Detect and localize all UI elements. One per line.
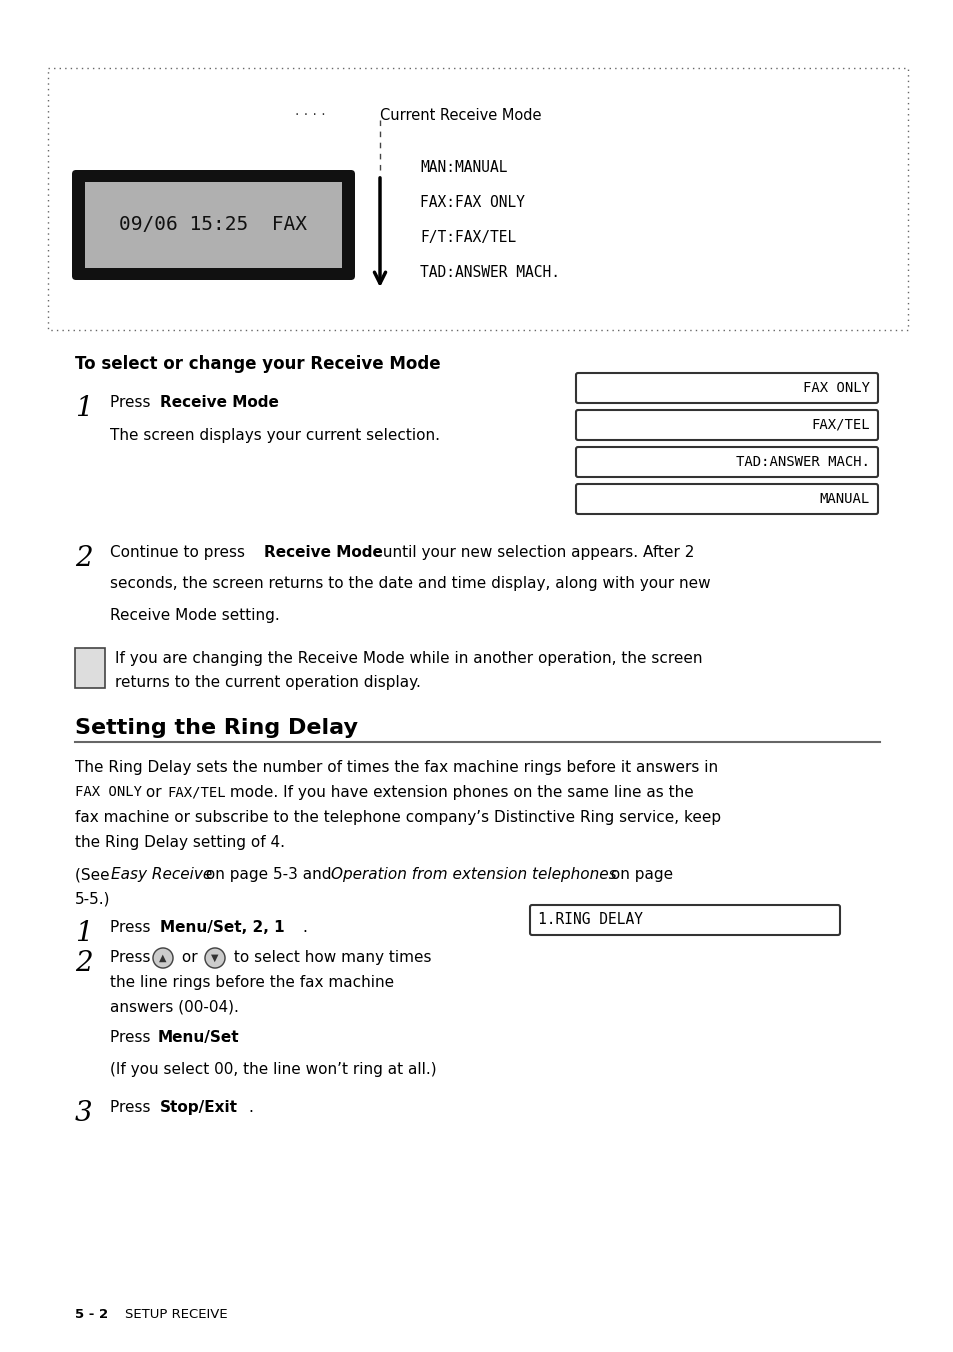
Text: .: . [248, 1101, 253, 1115]
Text: fax machine or subscribe to the telephone company’s Distinctive Ring service, ke: fax machine or subscribe to the telephon… [75, 810, 720, 825]
Text: The Ring Delay sets the number of times the fax machine rings before it answers : The Ring Delay sets the number of times … [75, 760, 718, 775]
Text: 1: 1 [75, 395, 92, 422]
Text: Easy Receive: Easy Receive [111, 867, 212, 882]
Text: Press: Press [110, 950, 155, 965]
Text: FAX ONLY: FAX ONLY [802, 381, 869, 395]
Text: to select how many times: to select how many times [229, 950, 431, 965]
Text: 5 - 2: 5 - 2 [75, 1307, 108, 1321]
Text: Setting the Ring Delay: Setting the Ring Delay [75, 718, 357, 738]
Text: Press: Press [110, 919, 155, 936]
Text: (If you select 00, the line won’t ring at all.): (If you select 00, the line won’t ring a… [110, 1063, 436, 1078]
Text: Press: Press [110, 1030, 155, 1045]
FancyBboxPatch shape [530, 904, 840, 936]
Text: ▲: ▲ [159, 953, 167, 963]
Text: ▼: ▼ [211, 953, 218, 963]
Text: · · · ·: · · · · [294, 108, 325, 122]
Circle shape [152, 948, 172, 968]
Text: answers (00-04).: answers (00-04). [110, 1000, 238, 1015]
FancyBboxPatch shape [48, 68, 907, 330]
Text: MAN:MANUAL: MAN:MANUAL [419, 160, 507, 174]
Text: Menu/Set: Menu/Set [158, 1030, 239, 1045]
Text: the Ring Delay setting of 4.: the Ring Delay setting of 4. [75, 836, 285, 850]
Text: on page 5-3 and: on page 5-3 and [201, 867, 336, 882]
Text: on page: on page [605, 867, 673, 882]
Text: Operation from extension telephones: Operation from extension telephones [331, 867, 616, 882]
Text: until your new selection appears. After 2: until your new selection appears. After … [377, 545, 694, 560]
Text: .: . [225, 1030, 230, 1045]
Text: FAX ONLY: FAX ONLY [75, 786, 142, 799]
Text: 1: 1 [75, 919, 92, 946]
Text: 09/06 15:25  FAX: 09/06 15:25 FAX [119, 215, 307, 234]
FancyBboxPatch shape [75, 648, 105, 688]
Text: or: or [177, 950, 202, 965]
Text: 3: 3 [75, 1101, 92, 1128]
Text: seconds, the screen returns to the date and time display, along with your new: seconds, the screen returns to the date … [110, 576, 710, 591]
Text: TAD:ANSWER MACH.: TAD:ANSWER MACH. [419, 265, 559, 280]
Text: Menu/Set, 2, 1: Menu/Set, 2, 1 [160, 919, 284, 936]
Text: 2: 2 [75, 545, 92, 572]
Text: 2: 2 [75, 950, 92, 977]
Circle shape [205, 948, 225, 968]
FancyBboxPatch shape [71, 170, 355, 280]
FancyBboxPatch shape [576, 373, 877, 403]
Text: .: . [268, 395, 273, 410]
FancyBboxPatch shape [576, 410, 877, 439]
Text: TAD:ANSWER MACH.: TAD:ANSWER MACH. [735, 456, 869, 469]
Text: the line rings before the fax machine: the line rings before the fax machine [110, 975, 394, 990]
Text: If you are changing the Receive Mode while in another operation, the screen: If you are changing the Receive Mode whi… [115, 652, 701, 667]
Text: FAX:FAX ONLY: FAX:FAX ONLY [419, 195, 524, 210]
Text: SETUP RECEIVE: SETUP RECEIVE [125, 1307, 228, 1321]
Text: Continue to press: Continue to press [110, 545, 250, 560]
Text: Current Receive Mode: Current Receive Mode [379, 108, 541, 123]
Text: FAX/TEL: FAX/TEL [810, 418, 869, 433]
Text: (See: (See [75, 867, 114, 882]
Text: To select or change your Receive Mode: To select or change your Receive Mode [75, 356, 440, 373]
Text: MANUAL: MANUAL [819, 492, 869, 506]
Text: .: . [302, 919, 307, 936]
Text: Receive Mode: Receive Mode [264, 545, 382, 560]
Text: 5-5.): 5-5.) [75, 892, 111, 907]
Text: Stop/Exit: Stop/Exit [160, 1101, 237, 1115]
Text: Press: Press [110, 1101, 155, 1115]
Text: Receive Mode setting.: Receive Mode setting. [110, 608, 279, 623]
Text: mode. If you have extension phones on the same line as the: mode. If you have extension phones on th… [225, 786, 693, 800]
Text: The screen displays your current selection.: The screen displays your current selecti… [110, 429, 439, 443]
FancyBboxPatch shape [85, 183, 341, 268]
Text: 1.RING DELAY: 1.RING DELAY [537, 913, 642, 927]
FancyBboxPatch shape [576, 484, 877, 514]
Text: Receive Mode: Receive Mode [160, 395, 278, 410]
Text: F/T:FAX/TEL: F/T:FAX/TEL [419, 230, 516, 245]
Text: returns to the current operation display.: returns to the current operation display… [115, 675, 420, 690]
Text: FAX/TEL: FAX/TEL [167, 786, 226, 799]
Text: Press: Press [110, 395, 155, 410]
Text: or: or [141, 786, 167, 800]
FancyBboxPatch shape [576, 448, 877, 477]
